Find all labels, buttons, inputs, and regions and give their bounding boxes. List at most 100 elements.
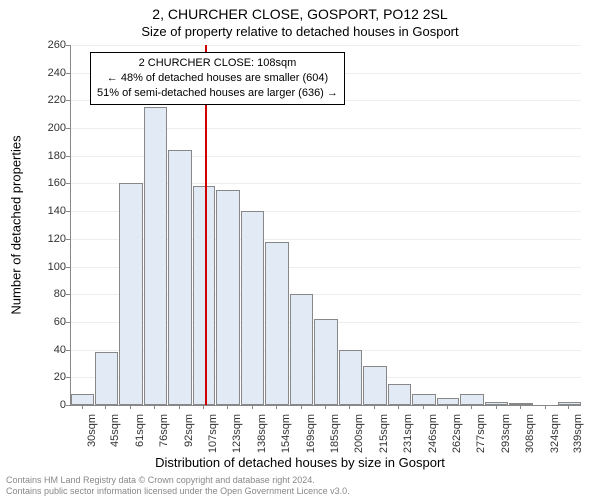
x-tick-mark xyxy=(447,405,448,409)
histogram-bar xyxy=(144,107,167,405)
x-tick-label: 324sqm xyxy=(549,414,561,453)
x-tick-label: 123sqm xyxy=(231,414,243,453)
y-tick-mark xyxy=(66,405,70,406)
histogram-bar xyxy=(339,350,362,405)
x-tick-label: 185sqm xyxy=(329,414,341,453)
x-tick-label: 246sqm xyxy=(427,414,439,453)
x-tick-mark xyxy=(276,405,277,409)
y-tick-label: 160 xyxy=(36,177,66,189)
x-tick-mark xyxy=(423,405,424,409)
footer-line1: Contains HM Land Registry data © Crown c… xyxy=(6,475,350,486)
y-tick-label: 200 xyxy=(36,122,66,134)
x-tick-mark xyxy=(325,405,326,409)
y-tick-label: 260 xyxy=(36,39,66,51)
x-tick-label: 138sqm xyxy=(256,414,268,453)
y-tick-label: 20 xyxy=(36,371,66,383)
x-tick-label: 76sqm xyxy=(158,414,170,447)
y-tick-label: 80 xyxy=(36,288,66,300)
x-tick-mark xyxy=(179,405,180,409)
x-tick-mark xyxy=(82,405,83,409)
y-tick-mark xyxy=(66,294,70,295)
x-tick-mark xyxy=(545,405,546,409)
annotation-line1: 2 CHURCHER CLOSE: 108sqm xyxy=(97,56,338,71)
x-tick-mark xyxy=(349,405,350,409)
histogram-bar xyxy=(558,402,581,405)
histogram-bar xyxy=(95,352,118,405)
x-axis-label: Distribution of detached houses by size … xyxy=(0,455,600,470)
histogram-bar xyxy=(216,190,240,405)
x-tick-mark xyxy=(374,405,375,409)
x-tick-mark xyxy=(520,405,521,409)
chart-subtitle: Size of property relative to detached ho… xyxy=(0,24,600,39)
y-tick-label: 180 xyxy=(36,150,66,162)
histogram-bar xyxy=(314,319,338,405)
y-tick-mark xyxy=(66,45,70,46)
y-tick-label: 60 xyxy=(36,316,66,328)
y-tick-label: 100 xyxy=(36,261,66,273)
y-tick-label: 40 xyxy=(36,344,66,356)
y-tick-label: 220 xyxy=(36,94,66,106)
histogram-bar xyxy=(388,384,411,405)
x-tick-label: 215sqm xyxy=(378,414,390,453)
chart-container: 2, CHURCHER CLOSE, GOSPORT, PO12 2SL Siz… xyxy=(0,0,600,500)
gridline xyxy=(71,45,581,46)
x-tick-mark xyxy=(154,405,155,409)
x-tick-label: 262sqm xyxy=(451,414,463,453)
y-tick-mark xyxy=(66,128,70,129)
x-tick-label: 45sqm xyxy=(109,414,121,447)
x-tick-mark xyxy=(301,405,302,409)
histogram-bar xyxy=(71,394,94,405)
x-tick-mark xyxy=(496,405,497,409)
x-tick-label: 308sqm xyxy=(524,414,536,453)
histogram-bar xyxy=(363,366,387,405)
x-tick-label: 277sqm xyxy=(475,414,487,453)
x-tick-mark xyxy=(398,405,399,409)
x-tick-mark xyxy=(568,405,569,409)
y-tick-mark xyxy=(66,211,70,212)
x-tick-label: 61sqm xyxy=(134,414,146,447)
x-tick-mark xyxy=(105,405,106,409)
histogram-bar xyxy=(290,294,313,405)
histogram-bar xyxy=(509,403,533,405)
y-tick-mark xyxy=(66,100,70,101)
x-tick-label: 231sqm xyxy=(402,414,414,453)
x-tick-label: 293sqm xyxy=(500,414,512,453)
x-tick-mark xyxy=(227,405,228,409)
histogram-bar xyxy=(437,398,460,405)
y-tick-mark xyxy=(66,156,70,157)
x-tick-mark xyxy=(471,405,472,409)
x-tick-label: 200sqm xyxy=(353,414,365,453)
y-tick-mark xyxy=(66,239,70,240)
histogram-bar xyxy=(241,211,264,405)
x-tick-label: 154sqm xyxy=(280,414,292,453)
y-tick-mark xyxy=(66,350,70,351)
y-tick-mark xyxy=(66,183,70,184)
x-tick-label: 30sqm xyxy=(86,414,98,447)
footer-line2: Contains public sector information licen… xyxy=(6,486,350,497)
x-tick-label: 339sqm xyxy=(572,414,584,453)
y-tick-mark xyxy=(66,322,70,323)
y-axis-label: Number of detached properties xyxy=(9,135,24,314)
x-tick-label: 107sqm xyxy=(207,414,219,453)
chart-title: 2, CHURCHER CLOSE, GOSPORT, PO12 2SL xyxy=(0,6,600,22)
histogram-bar xyxy=(265,242,289,405)
annotation-line3: 51% of semi-detached houses are larger (… xyxy=(97,86,338,101)
y-tick-label: 120 xyxy=(36,233,66,245)
histogram-bar xyxy=(168,150,192,405)
y-tick-label: 140 xyxy=(36,205,66,217)
y-tick-mark xyxy=(66,377,70,378)
x-tick-label: 92sqm xyxy=(183,414,195,447)
histogram-bar xyxy=(412,394,436,405)
annotation-box: 2 CHURCHER CLOSE: 108sqm ← 48% of detach… xyxy=(90,52,345,105)
x-tick-mark xyxy=(252,405,253,409)
histogram-bar xyxy=(485,402,508,405)
x-tick-mark xyxy=(203,405,204,409)
y-tick-label: 0 xyxy=(36,399,66,411)
annotation-line2: ← 48% of detached houses are smaller (60… xyxy=(97,71,338,86)
y-tick-label: 240 xyxy=(36,67,66,79)
footer-text: Contains HM Land Registry data © Crown c… xyxy=(6,475,350,497)
x-tick-mark xyxy=(130,405,131,409)
x-tick-label: 169sqm xyxy=(305,414,317,453)
histogram-bar xyxy=(119,183,143,405)
y-tick-mark xyxy=(66,267,70,268)
